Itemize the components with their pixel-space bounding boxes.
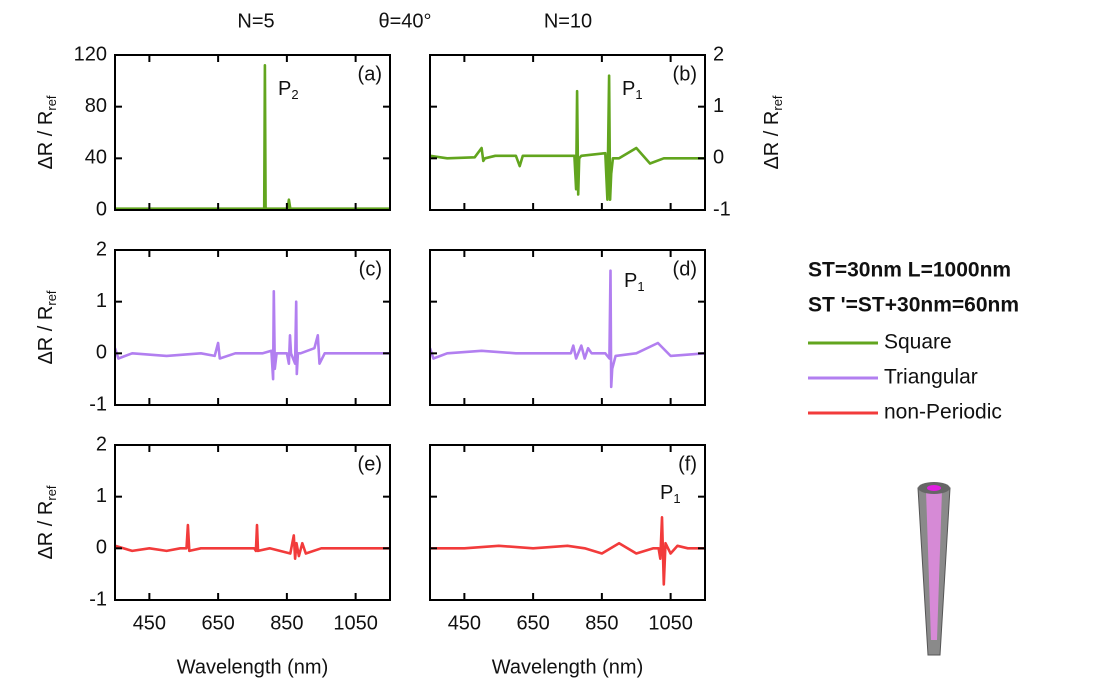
x-tick-label: 650	[201, 612, 234, 634]
data-line	[430, 269, 705, 389]
y-tick-label: 40	[85, 147, 107, 169]
y-axis-label-sub: ref	[44, 485, 59, 501]
legend-note: ST=30nm L=1000nm	[808, 259, 1011, 282]
plot-frame	[114, 54, 391, 211]
y-tick-label: -1	[89, 588, 107, 610]
angle-title: θ=40°	[378, 10, 431, 32]
y-tick-label: 1	[96, 290, 107, 312]
plot-frame	[114, 444, 391, 601]
column-title: N=5	[237, 10, 274, 32]
peak-label-main: P	[622, 78, 635, 100]
plot-frame	[114, 249, 391, 406]
column-title: N=10	[544, 10, 592, 32]
data-line	[430, 74, 705, 201]
legend-label: Square	[884, 331, 952, 354]
x-tick-label: 1050	[333, 612, 378, 634]
y-tick-label: -1	[89, 393, 107, 415]
peak-label: P2	[278, 78, 299, 102]
peak-label-main: P	[660, 482, 673, 504]
y-axis-label: ΔR / Rref	[35, 290, 59, 364]
peak-label-sub: 2	[291, 87, 298, 102]
y-tick-label: 120	[74, 43, 107, 65]
cone-icon	[917, 482, 951, 656]
panel-label: (e)	[358, 453, 382, 475]
peak-label-sub: 1	[673, 491, 680, 506]
y-axis-label: ΔR / Rref	[35, 485, 59, 559]
panel-label: (f)	[678, 453, 697, 475]
panel-label: (d)	[673, 258, 697, 280]
plot-frame	[429, 54, 706, 211]
y-axis-label-main: ΔR / R	[35, 111, 57, 170]
y-axis-label-sub: ref	[44, 95, 59, 111]
y-tick-label: 0	[96, 198, 107, 220]
x-tick-label: 450	[133, 612, 166, 634]
y-tick-label: 80	[85, 95, 107, 117]
y-axis-label-sub: ref	[770, 95, 785, 111]
y-tick-label: 2	[96, 433, 107, 455]
x-axis-label: Wavelength (nm)	[492, 656, 644, 678]
panel-label: (c)	[359, 258, 382, 280]
data-line	[115, 523, 390, 560]
peak-label: P1	[624, 270, 645, 294]
y-axis-label: ΔR / Rref	[35, 95, 59, 169]
x-axis-label: Wavelength (nm)	[177, 656, 329, 678]
peak-label-main: P	[624, 270, 637, 292]
x-tick-label: 650	[516, 612, 549, 634]
y-tick-label: 0	[96, 342, 107, 364]
y-axis-label: ΔR / Rref	[761, 95, 785, 169]
plot-frame	[429, 444, 706, 601]
y-tick-label: -1	[713, 198, 731, 220]
y-axis-label-main: ΔR / R	[35, 306, 57, 365]
x-tick-label: 1050	[648, 612, 693, 634]
legend-note: ST '=ST+30nm=60nm	[808, 294, 1019, 317]
peak-label-sub: 1	[637, 279, 644, 294]
peak-label: P1	[622, 78, 643, 102]
y-tick-label: 2	[713, 43, 724, 65]
panel-label: (b)	[673, 63, 697, 85]
data-line	[115, 64, 390, 210]
y-axis-label-main: ΔR / R	[761, 111, 783, 170]
y-axis-label-sub: ref	[44, 290, 59, 306]
data-line	[430, 516, 705, 586]
y-tick-label: 0	[713, 147, 724, 169]
y-tick-label: 2	[96, 238, 107, 260]
peak-label-main: P	[278, 78, 291, 100]
plot-frame	[429, 249, 706, 406]
panel-label: (a)	[358, 63, 382, 85]
legend-label: Triangular	[884, 366, 978, 389]
data-line	[115, 290, 390, 381]
y-tick-label: 1	[96, 485, 107, 507]
y-axis-label-main: ΔR / R	[35, 501, 57, 560]
x-tick-label: 850	[585, 612, 618, 634]
x-tick-label: 850	[270, 612, 303, 634]
peak-label-sub: 1	[635, 87, 642, 102]
x-tick-label: 450	[448, 612, 481, 634]
legend-label: non-Periodic	[884, 401, 1002, 424]
peak-label: P1	[660, 482, 681, 506]
y-tick-label: 0	[96, 537, 107, 559]
y-tick-label: 1	[713, 95, 724, 117]
